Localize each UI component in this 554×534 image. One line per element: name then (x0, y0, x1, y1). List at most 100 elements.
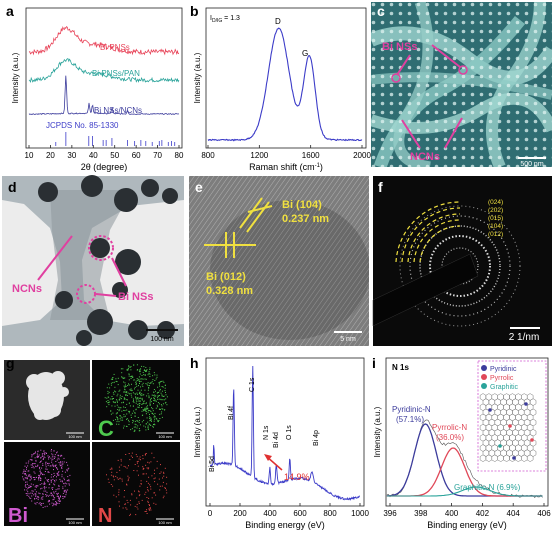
xrd-curves (28, 25, 180, 116)
label-bi-nss-sem: Bi NSs (382, 41, 417, 53)
xps-survey-spectrum (210, 365, 360, 501)
svg-text:(104): (104) (488, 223, 503, 230)
eds-tile-n (92, 442, 180, 526)
tick-label: 10 (25, 151, 34, 160)
svg-text:100 nm: 100 nm (68, 520, 82, 525)
tick-label: 1200 (250, 151, 268, 160)
panel-letter-a: a (6, 3, 14, 19)
plot-frame-h (205, 357, 365, 507)
tick-label: 200 (233, 509, 247, 518)
tick-label: 80 (175, 151, 184, 160)
element-label-bi: Bi (8, 505, 28, 527)
panel-letter-h: h (190, 355, 199, 371)
xlabel-a: 2θ (degree) (81, 162, 128, 172)
svg-text:100 nm: 100 nm (158, 434, 172, 439)
label-ncns-tem: NCNs (12, 283, 42, 295)
tick-label: 60 (132, 151, 141, 160)
sem-fibers (371, 2, 552, 167)
ring-labels: (024) (202) (015) (104) (012) (488, 199, 503, 238)
svg-text:(024): (024) (488, 199, 503, 206)
x-ticks-a: 10 20 30 40 50 60 70 80 (25, 145, 184, 160)
ylabel-a: Intensity (a.u.) (11, 52, 20, 103)
label-bi-pns-pan: Bi PNSs/PAN (92, 69, 140, 78)
scalebars-g (66, 432, 174, 520)
tick-label: 600 (293, 509, 307, 518)
label-jcpds: JCPDS No. 85-1330 (46, 121, 119, 130)
tick-label: 400 (445, 509, 459, 518)
plot-frame-b (205, 7, 367, 149)
element-label-n: N (98, 505, 112, 527)
ylabel-i: Intensity (a.u.) (373, 406, 382, 457)
tick-label: 800 (323, 509, 337, 518)
tick-label: 50 (110, 151, 119, 160)
peak-label-g: G (302, 49, 308, 58)
intensity-ratio: ID/IG = 1.3 (210, 15, 240, 24)
eds-dots-bi (22, 449, 71, 508)
fringe-label-012: Bi (012) (206, 271, 246, 283)
svg-text:100 nm: 100 nm (158, 520, 172, 525)
region-title: N 1s (392, 363, 409, 372)
peak-bi4p: Bi 4p (313, 430, 320, 446)
eds-dots-c (104, 364, 168, 432)
tick-label: 1600 (302, 151, 320, 160)
scale-text-e: 5 nm (340, 336, 356, 343)
label-ncns-sem: NCNs (410, 151, 440, 163)
pct-pyridinic: (57.1%) (396, 415, 424, 424)
bi-nanosheets-tem (38, 175, 178, 346)
scale-texts-g: 100 nm 100 nm 100 nm 100 nm (68, 434, 172, 525)
eds-dots-n (106, 452, 168, 516)
ylabel-b: Intensity (a.u.) (193, 52, 202, 103)
xlabel-b: Raman shift (cm-1) (249, 162, 323, 172)
ylabel-h: Intensity (a.u.) (193, 406, 202, 457)
element-label-c: C (98, 416, 114, 441)
panel-d: d NCNs Bi NSs 100 nm (2, 175, 184, 346)
tick-label: 2000 (353, 151, 371, 160)
d-spacing-012: 0.328 nm (206, 285, 253, 297)
svg-text:100 nm: 100 nm (68, 434, 82, 439)
arrow-ncn-1 (401, 119, 421, 149)
panel-letter-f: f (378, 179, 383, 195)
panel-h: h Bi 5d Bi 4f C 1s N 1s Bi 4d O 1s Bi 4p… (190, 355, 369, 530)
svg-text:Pyridinic: Pyridinic (490, 366, 517, 373)
peak-label-d: D (275, 17, 281, 26)
structure-inset (477, 360, 547, 472)
x-ticks-i: 396 398 400 402 404 406 (383, 503, 551, 518)
graphitic-fit (386, 486, 543, 497)
scale-text-d: 100 nm (150, 336, 174, 343)
peak-bi4f: Bi 4f (228, 406, 235, 420)
panel-e: e Bi (104) 0.237 nm Bi (012) 0.328 nm 5 … (189, 176, 369, 346)
fringe-label-104: Bi (104) (282, 199, 322, 211)
tick-label: 404 (507, 509, 521, 518)
panel-f: f (024) (202) (015) (104) (012) 2 1/nm (372, 176, 552, 346)
tick-label: 1000 (351, 509, 369, 518)
graphene-lattice (479, 393, 537, 462)
plot-frame-i (385, 357, 549, 507)
svg-text:(012): (012) (488, 231, 503, 238)
label-bi-nss-tem: Bi NSs (118, 291, 153, 303)
tick-label: 402 (476, 509, 490, 518)
tick-label: 398 (414, 509, 428, 518)
panel-c: c Bi NSs NCNs 500 nm (371, 2, 552, 168)
label-graphitic: Graphitic-N (6.9%) (454, 483, 521, 492)
scale-text-f: 2 1/nm (509, 332, 540, 343)
peak-c1s: C 1s (249, 377, 256, 392)
raman-spectrum (207, 27, 363, 142)
tick-label: 800 (201, 151, 215, 160)
pct-pyrrolic: (36.0%) (436, 433, 464, 442)
jcpds-reference-lines (55, 132, 176, 146)
label-pyridinic: Pyridinic-N (392, 405, 431, 414)
svg-text:(202): (202) (488, 207, 503, 214)
inset-legend: Pyridinic Pyrrolic Graphitic (481, 365, 519, 391)
arrow-bi-1 (396, 54, 411, 76)
panel-i: i N 1s Pyridinic-N (57.1%) Pyrrolic-N (3… (372, 355, 551, 530)
tick-label: 20 (46, 151, 55, 160)
n-content-annotation: 14.9% (284, 472, 310, 482)
panel-letter-i: i (372, 355, 376, 371)
tick-label: 70 (153, 151, 162, 160)
svg-text:(015): (015) (488, 215, 503, 222)
beam-stopper (372, 253, 479, 327)
panel-letter-b: b (190, 3, 199, 19)
panel-b: b ID/IG = 1.3 D G 800 1200 1600 2000 Intens… (190, 3, 371, 172)
peak-bi4d: Bi 4d (273, 432, 280, 448)
